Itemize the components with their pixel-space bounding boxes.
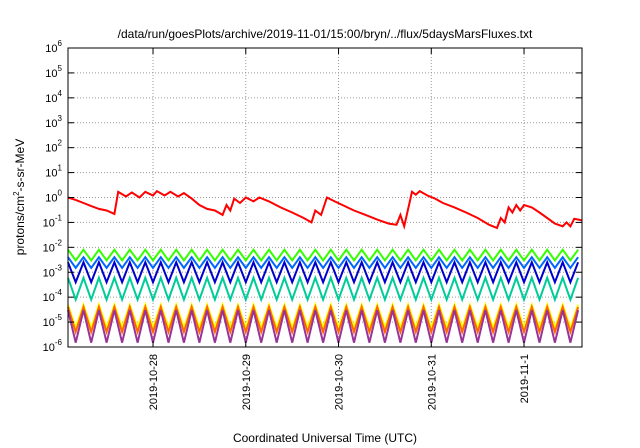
x-tick-label: 2019-10-28 <box>148 354 160 410</box>
series-line <box>67 189 583 231</box>
series-line <box>67 274 580 303</box>
y-tick-label: 104 <box>45 89 62 105</box>
x-axis-label: Coordinated Universal Time (UTC) <box>233 431 417 445</box>
y-tick-label: 10-2 <box>43 238 63 254</box>
y-tick-label: 101 <box>45 164 62 180</box>
series-line <box>67 255 579 270</box>
chart-title: /data/run/goesPlots/archive/2019-11-01/1… <box>118 27 533 41</box>
x-tick-label: 2019-11-1 <box>519 354 531 403</box>
x-tick-label: 2019-10-29 <box>241 354 253 410</box>
y-tick-label: 10-4 <box>43 288 63 304</box>
y-tick-label: 10-3 <box>43 263 63 279</box>
series-line <box>67 247 579 263</box>
x-tick-label: 2019-10-31 <box>426 354 438 410</box>
y-axis: 10-6 10-5 10-4 10-3 10-2 10-1 100 101 102 103 104 1… <box>43 39 582 354</box>
plot-frame <box>67 47 583 348</box>
y-tick-label: 10-5 <box>43 313 63 329</box>
x-axis: 2019-10-28 2019-10-29 2019-10-30 2019-10-31… <box>148 48 531 410</box>
y-tick-label: 105 <box>45 64 62 80</box>
y-axis-label: protons/cm2-s-sr-MeV <box>12 139 27 255</box>
y-tick-label: 100 <box>45 189 62 205</box>
series-group <box>67 189 583 343</box>
y-tick-label: 10-6 <box>43 338 63 354</box>
y-tick-label: 102 <box>45 139 62 155</box>
x-tick-label: 2019-10-30 <box>334 354 346 410</box>
y-tick-label: 106 <box>45 39 62 55</box>
y-tick-label: 103 <box>45 114 62 130</box>
series-line <box>67 259 580 285</box>
series-line <box>67 301 580 331</box>
y-tick-label: 10-1 <box>43 213 63 229</box>
grid <box>68 48 582 347</box>
series-line <box>67 303 580 336</box>
